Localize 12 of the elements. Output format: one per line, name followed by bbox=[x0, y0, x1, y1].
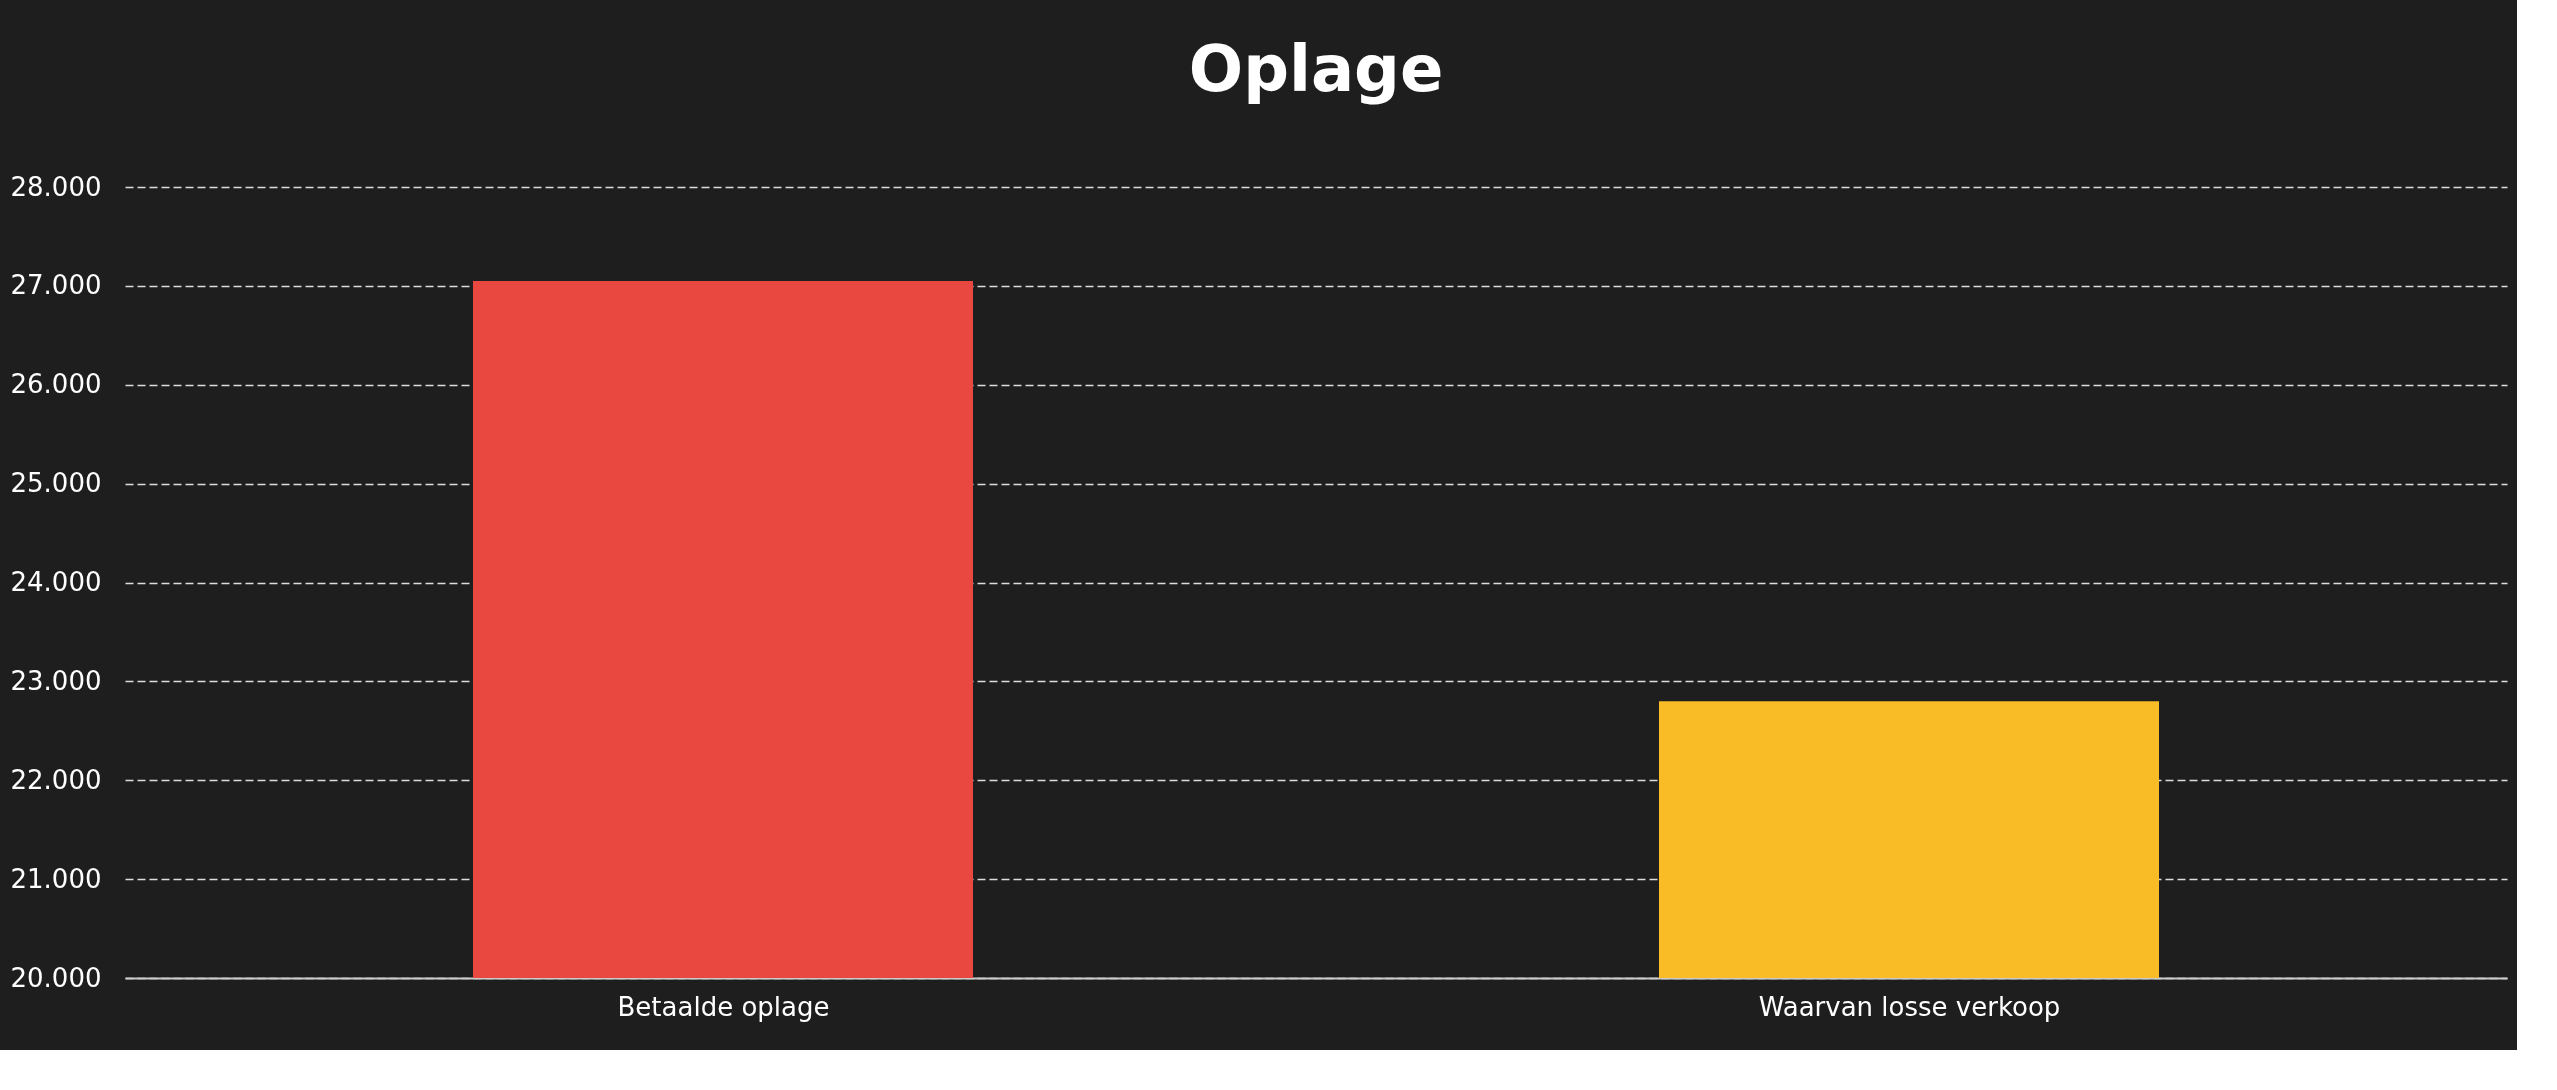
y-tick-label: 21.000 bbox=[10, 863, 102, 894]
chart-title: Oplage bbox=[1188, 32, 1444, 106]
y-tick-label: 28.000 bbox=[10, 171, 102, 202]
x-tick-label: Betaalde oplage bbox=[617, 991, 830, 1022]
y-tick-label: 23.000 bbox=[10, 665, 102, 696]
y-tick-label: 24.000 bbox=[10, 567, 102, 597]
y-tick-label: 26.000 bbox=[10, 369, 102, 400]
y-tick-label: 20.000 bbox=[10, 962, 102, 993]
y-tick-label: 22.000 bbox=[10, 764, 102, 795]
y-tick-label: 27.000 bbox=[10, 270, 102, 301]
x-tick-label: Waarvan losse verkoop bbox=[1758, 991, 2061, 1022]
y-tick-label: 25.000 bbox=[10, 468, 102, 499]
